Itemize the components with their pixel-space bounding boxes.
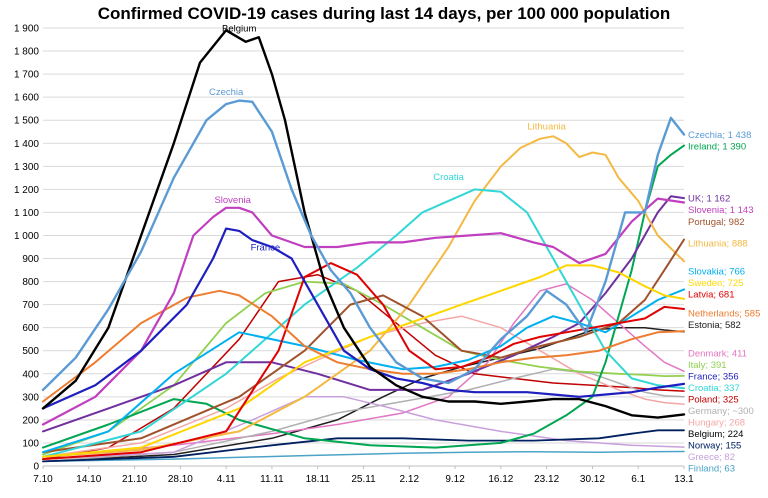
series-label-greece: Greece; 82 xyxy=(688,452,735,463)
series-label-italy: Italy; 391 xyxy=(688,360,727,371)
series-label-netherlands: Netherlands; 585 xyxy=(688,308,760,319)
x-tick-label: 18.11 xyxy=(306,474,331,485)
series-label-germany: Germany; ~300 xyxy=(688,406,754,417)
y-tick-label: 1 300 xyxy=(14,162,39,173)
y-tick-label: 1 200 xyxy=(14,185,39,196)
series-line-france xyxy=(41,227,686,410)
y-tick-label: 100 xyxy=(22,438,39,449)
series-label-latvia: Latvia; 681 xyxy=(688,290,734,301)
series-label-croatia: Croatia; 337 xyxy=(688,383,740,394)
x-tick-label: 16.12 xyxy=(488,474,513,485)
y-tick-label: 800 xyxy=(22,277,39,288)
series-line-denmark xyxy=(42,283,685,458)
series-line-estonia xyxy=(42,326,685,463)
y-tick-label: 0 xyxy=(33,462,39,473)
y-tick-label: 700 xyxy=(22,300,39,311)
y-tick-label: 200 xyxy=(22,415,39,426)
x-tick-label: 9.12 xyxy=(445,474,465,485)
series-line-slovakia xyxy=(42,288,685,454)
series-line-germany xyxy=(42,368,685,463)
series-label-uk: UK; 1 162 xyxy=(688,194,730,205)
series-label-sweden: Sweden; 725 xyxy=(688,278,743,289)
x-tick-label: 25.11 xyxy=(351,474,376,485)
x-tick-label: 21.10 xyxy=(122,474,147,485)
inline-label-france: France xyxy=(251,242,281,253)
series-label-hungary: Hungary; 268 xyxy=(688,418,745,429)
series-line-sweden xyxy=(42,264,685,458)
series-label-denmark: Denmark; 411 xyxy=(688,349,747,360)
x-tick-label: 14.10 xyxy=(76,474,101,485)
series-label-ireland: Ireland; 1 390 xyxy=(688,142,746,153)
series-label-slovenia: Slovenia; 1 143 xyxy=(688,205,754,216)
series-label-poland: Poland; 325 xyxy=(688,395,739,406)
series-line-lithuania xyxy=(42,135,685,458)
series-label-slovakia: Slovakia; 766 xyxy=(688,267,745,278)
series-line-finland xyxy=(42,450,685,463)
series-line-hungary xyxy=(42,315,685,458)
series-label-norway: Norway; 155 xyxy=(688,441,741,452)
series-label-czechia: Czechia; 1 438 xyxy=(688,130,751,141)
y-tick-label: 900 xyxy=(22,254,39,265)
y-tick-label: 1 600 xyxy=(14,93,39,104)
inline-label-croatia: Croatia xyxy=(433,172,464,183)
x-tick-label: 23.12 xyxy=(534,474,559,485)
series-label-lithuania: Lithuania; 888 xyxy=(688,239,748,250)
y-tick-label: 1 100 xyxy=(14,208,39,219)
inline-label-czechia: Czechia xyxy=(209,87,244,98)
series-label-portugal: Portugal; 982 xyxy=(688,217,745,228)
y-tick-label: 1 900 xyxy=(14,24,39,35)
inline-label-belgium: Belgium xyxy=(222,23,256,34)
x-tick-label: 2.12 xyxy=(400,474,420,485)
y-tick-label: 1 700 xyxy=(14,70,39,81)
x-tick-label: 4.11 xyxy=(217,474,236,485)
series-line-norway xyxy=(42,429,685,463)
series-line-czechia xyxy=(41,99,686,392)
y-tick-label: 600 xyxy=(22,323,39,334)
y-tick-label: 1 400 xyxy=(14,139,39,150)
series-label-france: France; 356 xyxy=(688,372,739,383)
y-tick-label: 1 000 xyxy=(14,231,39,242)
x-tick-label: 6.1 xyxy=(631,474,645,485)
series-line-latvia xyxy=(42,262,685,461)
x-tick-label: 7.10 xyxy=(33,474,53,485)
series-line-croatia xyxy=(42,188,685,458)
y-tick-label: 500 xyxy=(22,346,39,357)
series-line-belgium xyxy=(41,29,686,419)
series-line-portugal xyxy=(42,238,685,454)
y-tick-label: 1 800 xyxy=(14,47,39,58)
x-tick-label: 11.11 xyxy=(260,474,284,485)
x-tick-label: 30.12 xyxy=(580,474,605,485)
series-line-slovenia xyxy=(41,197,686,426)
chart-title: Confirmed COVID-19 cases during last 14 … xyxy=(97,4,671,23)
series-label-belgium: Belgium; 224 xyxy=(688,429,743,440)
y-tick-label: 300 xyxy=(22,392,39,403)
x-tick-label: 13.1 xyxy=(674,474,694,485)
series-label-estonia: Estonia; 582 xyxy=(688,320,741,331)
inline-label-lithuania: Lithuania xyxy=(527,121,566,132)
y-tick-label: 1 500 xyxy=(14,116,39,127)
y-tick-label: 400 xyxy=(22,369,39,380)
inline-label-slovenia: Slovenia xyxy=(214,195,251,206)
x-tick-label: 28.10 xyxy=(168,474,193,485)
series-label-finland: Finland; 63 xyxy=(688,464,735,475)
